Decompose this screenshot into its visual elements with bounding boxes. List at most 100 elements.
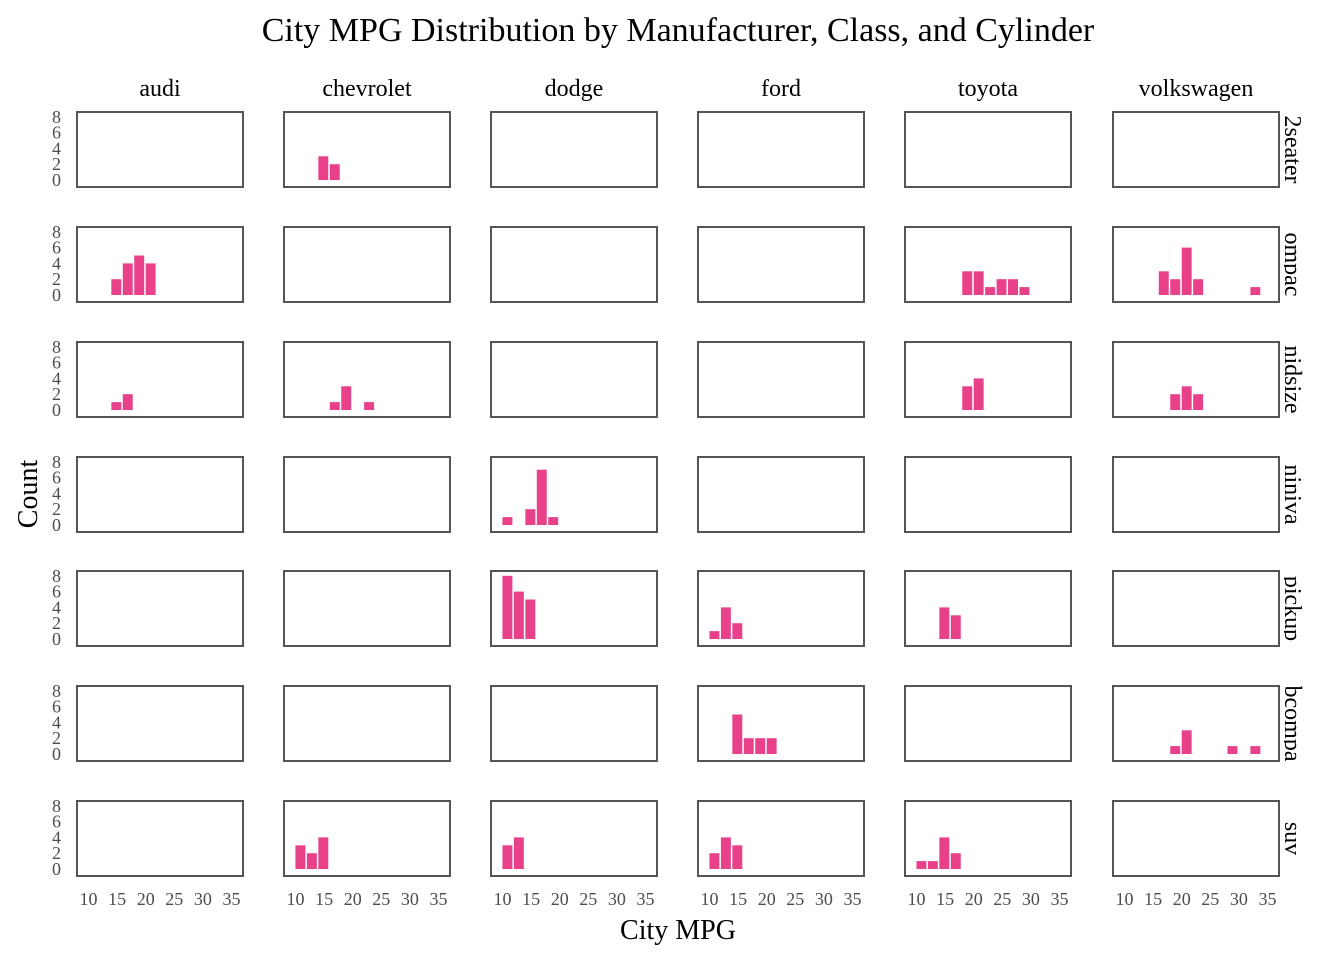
y-tick-label: 0: [52, 515, 61, 535]
bar-ford-pickup-13: [720, 607, 731, 639]
x-tick-label: 15: [522, 889, 540, 909]
panel-toyota-minivan: [904, 456, 1072, 533]
bar-chevrolet-midsize-23: [364, 402, 375, 410]
bar-chevrolet-2seater-17: [329, 164, 340, 180]
chart-title: City MPG Distribution by Manufacturer, C…: [262, 12, 1095, 49]
bar-dodge-suv-13: [513, 837, 524, 869]
bar-toyota-suv-15: [939, 837, 950, 869]
bar-volkswagen-compact-19: [1170, 279, 1181, 295]
panel-audi-pickup: [76, 570, 244, 647]
panel-chevrolet-pickup: [283, 570, 451, 647]
panel-border: [76, 800, 244, 877]
y-tick-label: 6: [52, 582, 61, 602]
y-tick-label: 2: [52, 843, 61, 863]
bar-volkswagen-subcompact-21: [1181, 730, 1192, 754]
bar-ford-suv-15: [732, 845, 743, 869]
panel-border: [76, 685, 244, 762]
bar-dodge-minivan-15: [525, 509, 536, 525]
panel-chevrolet-suv: [283, 800, 451, 877]
panel-border: [76, 570, 244, 647]
bar-volkswagen-subcompact-29: [1227, 746, 1238, 754]
x-tick-label: 15: [729, 889, 747, 909]
facet-panels: [76, 111, 1280, 877]
panel-toyota-midsize: [904, 341, 1072, 418]
bar-toyota-suv-13: [927, 861, 938, 869]
x-tick-label: 35: [430, 889, 448, 909]
row-strip-pickup: pickup: [1279, 576, 1305, 641]
y-tick-label: 4: [52, 253, 61, 273]
panel-ford-subcompact: [697, 685, 865, 762]
column-strip-ford: ford: [761, 76, 801, 102]
panel-ford-compact: [697, 226, 865, 303]
bar-volkswagen-midsize-19: [1170, 394, 1181, 410]
panel-audi-midsize: [76, 341, 244, 418]
x-tick-label: 20: [344, 889, 362, 909]
panel-volkswagen-midsize: [1112, 341, 1280, 418]
bar-chevrolet-suv-11: [295, 845, 306, 869]
bar-dodge-pickup-13: [513, 591, 524, 639]
panel-border: [283, 570, 451, 647]
panel-audi-suv: [76, 800, 244, 877]
bar-volkswagen-midsize-23: [1193, 394, 1204, 410]
bar-audi-midsize-17: [122, 394, 133, 410]
panel-volkswagen-minivan: [1112, 456, 1280, 533]
panel-border: [490, 226, 658, 303]
bar-audi-compact-19: [134, 255, 145, 295]
bar-toyota-midsize-21: [973, 378, 984, 410]
panel-border: [1112, 570, 1280, 647]
bar-chevrolet-midsize-19: [341, 386, 352, 410]
bar-audi-midsize-15: [111, 402, 122, 410]
y-tick-label: 8: [52, 222, 61, 242]
panel-audi-minivan: [76, 456, 244, 533]
y-tick-label: 8: [52, 337, 61, 357]
panel-chevrolet-minivan: [283, 456, 451, 533]
y-tick-label: 4: [52, 597, 61, 617]
panel-border: [283, 341, 451, 418]
panel-ford-midsize: [697, 341, 865, 418]
panel-border: [697, 456, 865, 533]
bar-toyota-compact-29: [1019, 287, 1030, 295]
bar-volkswagen-subcompact-19: [1170, 746, 1181, 754]
bar-volkswagen-midsize-21: [1181, 386, 1192, 410]
y-tick-label: 8: [52, 107, 61, 127]
panel-border: [283, 226, 451, 303]
bar-toyota-compact-23: [985, 287, 996, 295]
x-tick-label: 30: [401, 889, 419, 909]
y-tick-label: 6: [52, 353, 61, 373]
y-tick-label: 8: [52, 681, 61, 701]
x-axis-title: City MPG: [620, 915, 736, 946]
x-tick-label: 30: [815, 889, 833, 909]
panel-audi-subcompact: [76, 685, 244, 762]
row-strip-2seater: 2seater: [1279, 116, 1305, 184]
bar-dodge-minivan-17: [536, 469, 547, 525]
y-tick-label: 4: [52, 827, 61, 847]
y-tick-label: 0: [52, 744, 61, 764]
panel-dodge-subcompact: [490, 685, 658, 762]
x-tick-label: 25: [786, 889, 804, 909]
panel-toyota-pickup: [904, 570, 1072, 647]
x-tick-label: 30: [194, 889, 212, 909]
column-strip-toyota: toyota: [958, 76, 1018, 102]
panel-volkswagen-subcompact: [1112, 685, 1280, 762]
bar-ford-subcompact-15: [732, 714, 743, 754]
panel-ford-2seater: [697, 111, 865, 188]
panel-border: [1112, 341, 1280, 418]
bar-ford-pickup-11: [709, 631, 720, 639]
panel-border: [697, 570, 865, 647]
panel-border: [283, 111, 451, 188]
bar-toyota-suv-11: [916, 861, 927, 869]
x-tick-label: 10: [1115, 889, 1133, 909]
panel-chevrolet-midsize: [283, 341, 451, 418]
bar-toyota-compact-21: [973, 271, 984, 295]
column-strip-volkswagen: volkswagen: [1139, 76, 1254, 102]
row-strip-labels: 2seater ompac nidsize niniva pickup bcompa suv: [1279, 116, 1305, 856]
bar-toyota-compact-27: [1008, 279, 1018, 295]
y-tick-label: 2: [52, 269, 61, 289]
panel-toyota-subcompact: [904, 685, 1072, 762]
y-tick-label: 0: [52, 400, 61, 420]
panel-dodge-2seater: [490, 111, 658, 188]
panel-border: [904, 111, 1072, 188]
panel-border: [76, 341, 244, 418]
